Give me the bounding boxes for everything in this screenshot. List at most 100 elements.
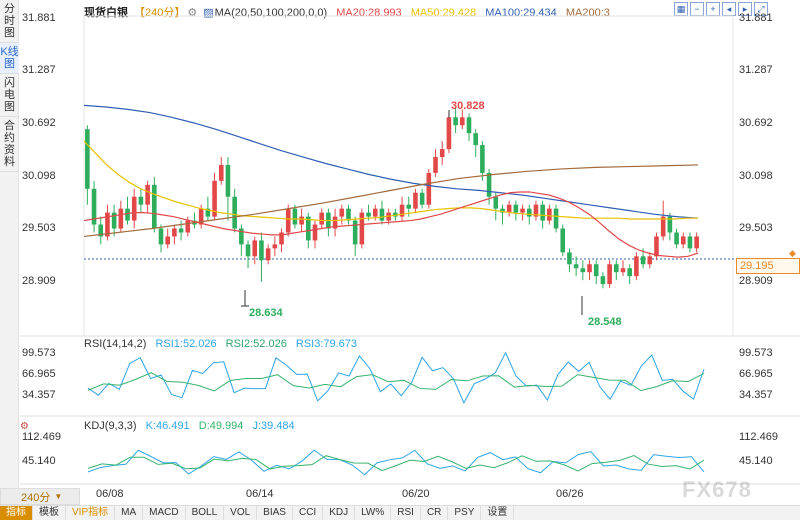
- kdj-ylabel-left: 112.469: [22, 431, 61, 443]
- candle-body: [607, 264, 612, 285]
- k-value: K:46.491: [145, 420, 190, 432]
- candle-body: [426, 172, 432, 205]
- high-annotation: 30.828: [451, 100, 485, 112]
- ylabel-left: 31.881: [22, 12, 56, 24]
- kdj-tab[interactable]: KDJ: [323, 506, 356, 520]
- kdj-ylabel-right: 112.469: [739, 431, 778, 443]
- rsi3-line: [87, 372, 705, 392]
- boll-tab[interactable]: BOLL: [186, 506, 225, 520]
- fullscreen-icon[interactable]: ⤢: [754, 2, 768, 16]
- d-value: D:49.994: [198, 420, 244, 432]
- gear-icon[interactable]: ⚙: [187, 7, 198, 19]
- candle-body: [486, 172, 492, 197]
- lw-tab[interactable]: LW%: [355, 506, 392, 520]
- rsi-legend: RSI(14,14,2) RSI1:52.026 RSI2:52.026 RSI…: [84, 338, 363, 350]
- template-tab[interactable]: 模板: [33, 506, 66, 520]
- candle-body: [346, 208, 351, 221]
- candle-body: [225, 164, 231, 197]
- rsi-ylabel-left: 99.573: [22, 347, 56, 359]
- ma100-line: [83, 104, 699, 219]
- macd-tab[interactable]: MACD: [143, 506, 186, 520]
- candle-body: [567, 252, 572, 265]
- current-price-tag: 29.195: [736, 258, 800, 274]
- candle-body: [580, 268, 586, 273]
- ylabel-right: 31.881: [739, 12, 773, 24]
- ma-settings-icon[interactable]: ▨: [203, 7, 214, 19]
- candle-body: [480, 145, 485, 173]
- ylabel-right: 30.692: [739, 117, 773, 129]
- kdj-legend: KDJ(9,3,3) K:46.491 D:49.994 J:39.484: [84, 420, 301, 432]
- candle-body: [299, 216, 304, 225]
- vip-indicator-tab[interactable]: VIP指标: [66, 506, 116, 520]
- date-label: 06/26: [556, 488, 584, 500]
- right-icon[interactable]: ▸: [738, 2, 752, 16]
- candle-body: [138, 196, 144, 205]
- candle-body: [533, 204, 539, 217]
- candle-body: [131, 196, 137, 221]
- date-label: 06/08: [96, 488, 124, 500]
- rsi-ylabel-right: 34.357: [739, 389, 773, 401]
- candle-body: [339, 208, 345, 217]
- indicator-bar: 指标 模板 VIP指标 MA MACD BOLL VOL BIAS CCI KD…: [0, 505, 800, 520]
- cr-tab[interactable]: CR: [421, 506, 449, 520]
- main-panel-frame: [83, 15, 734, 337]
- date-label: 06/14: [246, 488, 274, 500]
- candle-body: [500, 208, 505, 213]
- candle-body: [98, 224, 104, 237]
- chevron-down-icon: ▼: [54, 492, 63, 501]
- candle-body: [212, 180, 217, 217]
- candle-body: [520, 208, 525, 213]
- candle-body: [573, 264, 579, 269]
- indicator-tab[interactable]: 指标: [0, 506, 33, 520]
- rsi2-value: RSI2:52.026: [225, 338, 287, 350]
- candle-body: [125, 208, 130, 221]
- bias-tab[interactable]: BIAS: [257, 506, 293, 520]
- candle-body: [185, 220, 191, 233]
- ylabel-left: 31.287: [22, 64, 56, 76]
- kline-chart[interactable]: [0, 0, 800, 505]
- candle-body: [332, 216, 338, 229]
- cci-tab[interactable]: CCI: [293, 506, 324, 520]
- candle-body: [446, 117, 452, 150]
- candle-body: [352, 220, 358, 245]
- candle-body: [145, 184, 150, 205]
- ma-tab[interactable]: MA: [115, 506, 144, 520]
- zoom-in-icon[interactable]: +: [706, 2, 720, 16]
- psy-tab[interactable]: PSY: [448, 506, 482, 520]
- left-icon[interactable]: ◂: [722, 2, 736, 16]
- candle-body: [105, 212, 110, 237]
- chart-toolbar: ▦ − + ◂ ▸ ⤢: [674, 2, 768, 16]
- rsi3-value: RSI3:79.673: [295, 338, 358, 350]
- candle-body: [319, 212, 324, 225]
- candle-body: [292, 208, 298, 225]
- candle-body: [654, 236, 659, 257]
- rsi-tab[interactable]: RSI: [391, 506, 421, 520]
- candle-body: [694, 236, 699, 249]
- ylabel-right: 28.909: [739, 275, 773, 287]
- candle-body: [419, 192, 425, 205]
- tab-timeshare[interactable]: 分时图: [0, 0, 19, 43]
- kdj-settings-icon[interactable]: ⚙: [20, 421, 29, 432]
- candle-body: [312, 224, 318, 241]
- tab-contract-info[interactable]: 合约资料: [0, 117, 19, 172]
- tab-flash[interactable]: 闪电图: [0, 74, 19, 117]
- watermark: FX678: [682, 477, 752, 502]
- candle-body: [453, 117, 458, 126]
- candle-body: [265, 248, 271, 261]
- candle-body: [259, 240, 264, 261]
- period-selector[interactable]: 240分 ▼: [0, 488, 80, 505]
- j-value: J:39.484: [252, 420, 295, 432]
- candle-body: [466, 117, 472, 134]
- candle-body: [172, 228, 177, 237]
- candle-body: [553, 208, 559, 229]
- settings-tab[interactable]: 设置: [481, 506, 515, 520]
- ma50-line: [83, 140, 698, 222]
- ma20-line: [83, 191, 699, 258]
- vol-tab[interactable]: VOL: [224, 506, 258, 520]
- ylabel-left: 30.098: [22, 170, 56, 182]
- candle-body: [593, 264, 599, 277]
- candle-body: [379, 208, 385, 221]
- candle-body: [540, 204, 545, 221]
- tab-kline[interactable]: K线图: [0, 43, 19, 74]
